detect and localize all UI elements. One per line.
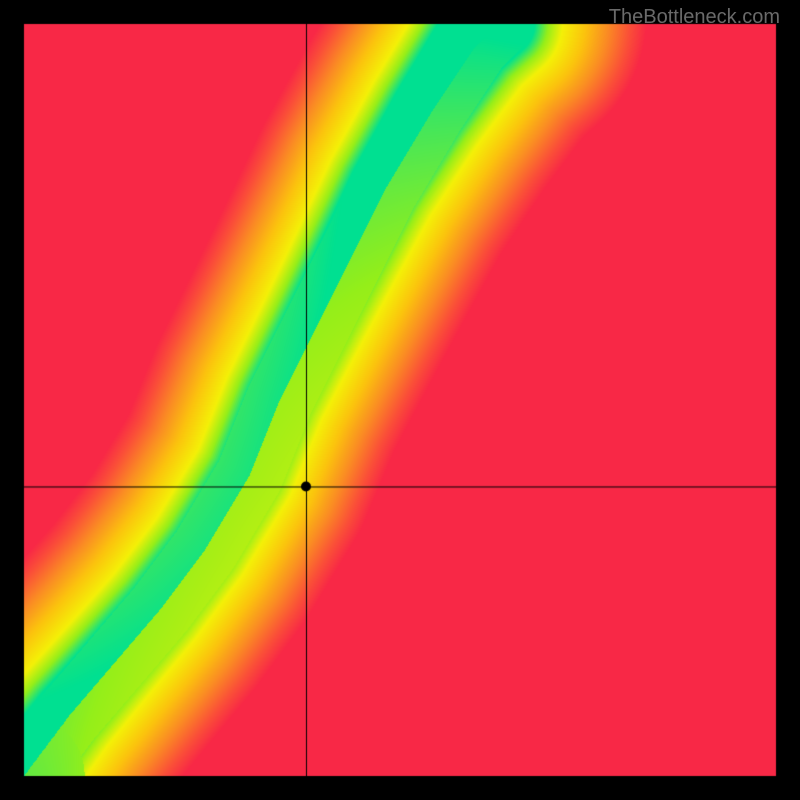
watermark-text: TheBottleneck.com	[609, 6, 780, 29]
bottleneck-heatmap	[0, 0, 800, 800]
